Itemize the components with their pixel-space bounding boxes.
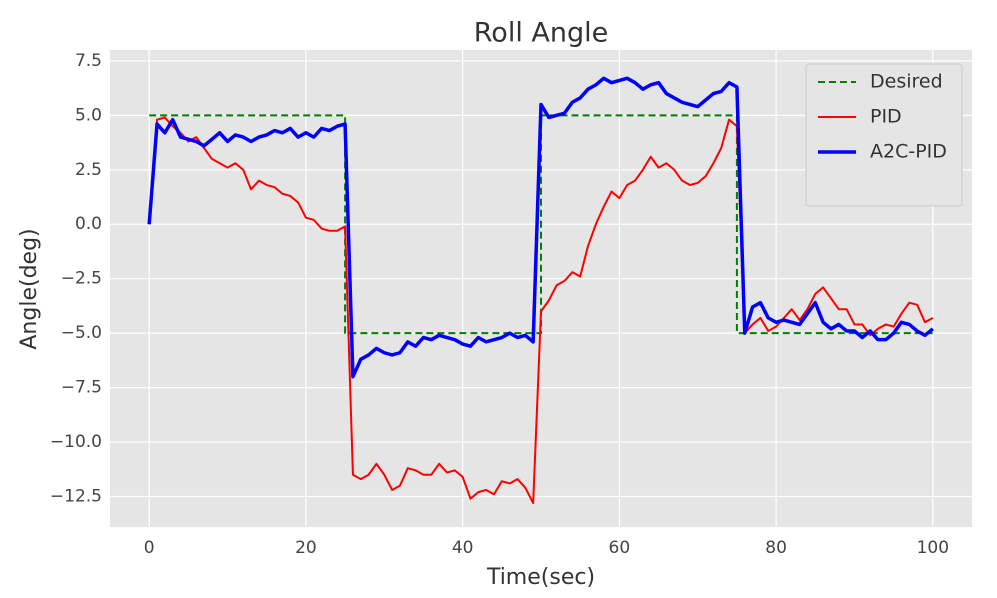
y-tick-label: −5.0 [61,323,102,343]
legend-label: PID [870,106,902,128]
x-tick-label: 0 [144,538,155,558]
legend-label: Desired [870,71,943,93]
y-tick-label: 2.5 [75,160,102,180]
y-tick-label: 0.0 [75,214,102,234]
chart-title: Roll Angle [474,18,609,49]
y-tick-label: −2.5 [61,269,102,289]
x-axis-label: Time(sec) [486,565,595,590]
y-tick-label: −10.0 [50,432,102,452]
x-tick-label: 20 [295,538,317,558]
series-line [148,116,934,505]
y-tick-label: −12.5 [50,487,102,507]
legend-label: A2C-PID [870,141,947,163]
y-axis-label: Angle(deg) [17,228,42,349]
series-line [147,76,934,379]
x-tick-label: 80 [765,538,787,558]
x-tick-label: 40 [452,538,474,558]
x-tick-label: 100 [917,538,949,558]
y-tick-label: 7.5 [75,51,102,71]
x-tick-label: 60 [609,538,631,558]
legend-box [805,63,963,207]
y-tick-label: 5.0 [75,105,102,125]
y-tick-label: −7.5 [61,378,102,398]
